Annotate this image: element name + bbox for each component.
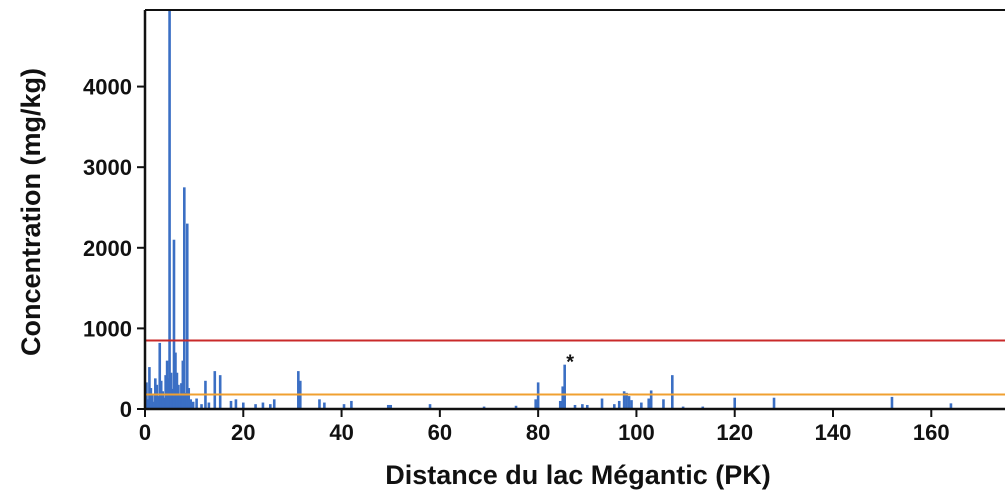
bar [195,398,198,409]
bar [213,371,217,409]
bar [428,404,432,409]
bar [647,398,651,409]
bar [563,364,566,409]
bar [386,404,390,409]
bar [261,402,265,409]
bar [156,396,160,409]
y-tick-label: 2000 [83,236,132,261]
x-tick-label: 160 [913,420,950,445]
bar [640,402,643,409]
x-tick-label: 140 [815,420,852,445]
bar [536,382,540,409]
bar [169,372,173,409]
bar [171,388,174,409]
bar-series [145,10,953,409]
x-tick-label: 80 [526,420,550,445]
x-axis-ticks: 0 20 40 60 80 100 120 140 160 [139,409,950,445]
bar [890,396,894,409]
axes [143,9,1005,411]
bar [600,398,604,409]
bar [297,371,300,409]
bar [218,375,222,409]
bar [617,400,621,409]
bar [152,401,156,409]
bar [350,400,353,409]
bar [174,352,177,409]
y-tick-label: 3000 [83,155,132,180]
bar [149,388,153,409]
bar [627,396,631,409]
bar [573,404,577,409]
y-axis-label: Concentration (mg/kg) [16,68,46,356]
bar [180,383,183,409]
bar [949,403,953,409]
bar [630,400,633,409]
x-tick-label: 120 [716,420,753,445]
bar [146,399,150,409]
bar [342,404,346,409]
bar [187,388,191,409]
bar [165,360,169,409]
bar [558,400,562,409]
y-tick-label: 0 [120,397,132,422]
bar [162,397,166,409]
bar [189,399,193,409]
bar [272,399,276,409]
bar [155,384,159,409]
bar [389,404,393,409]
y-axis-ticks: 0 1000 2000 3000 4000 [83,75,145,422]
bar [671,375,674,409]
bar [172,239,176,409]
x-tick-label: 20 [231,420,255,445]
annotations: * [566,352,574,374]
bar [625,392,628,409]
bar [229,400,233,409]
x-axis-label: Distance du lac Mégantic (PK) [385,460,771,490]
bar [184,392,188,409]
bar [161,391,164,409]
bar [241,402,245,409]
bar [772,397,776,409]
bar [200,404,203,409]
bar [269,404,272,409]
bar [164,375,167,409]
bar [175,372,179,409]
reference-lines [145,339,1005,396]
bar [613,404,616,409]
bar [234,399,238,409]
bar [662,399,665,409]
bar [183,187,186,409]
bar [181,360,185,409]
bar [168,10,171,409]
bar [151,394,154,409]
bar [185,223,189,409]
y-tick-label: 1000 [83,316,132,341]
bar [323,402,326,409]
bar [585,404,589,409]
bar [318,399,321,409]
x-tick-label: 0 [139,420,151,445]
bar [254,404,257,409]
bar [207,402,211,409]
bar [148,367,151,409]
x-tick-label: 60 [428,420,452,445]
bar [733,397,737,409]
x-tick-label: 100 [618,420,655,445]
bar [191,401,195,409]
bar [581,404,584,409]
bar [145,382,148,409]
annotation-asterisk: * [566,352,574,374]
bar [178,394,182,409]
bar [534,399,537,409]
bar [622,391,626,409]
x-tick-label: 40 [329,420,353,445]
bar [177,384,180,409]
bar [514,405,518,409]
bar [561,386,565,409]
bar [649,390,653,409]
y-tick-label: 4000 [83,75,132,100]
bar [158,342,162,409]
